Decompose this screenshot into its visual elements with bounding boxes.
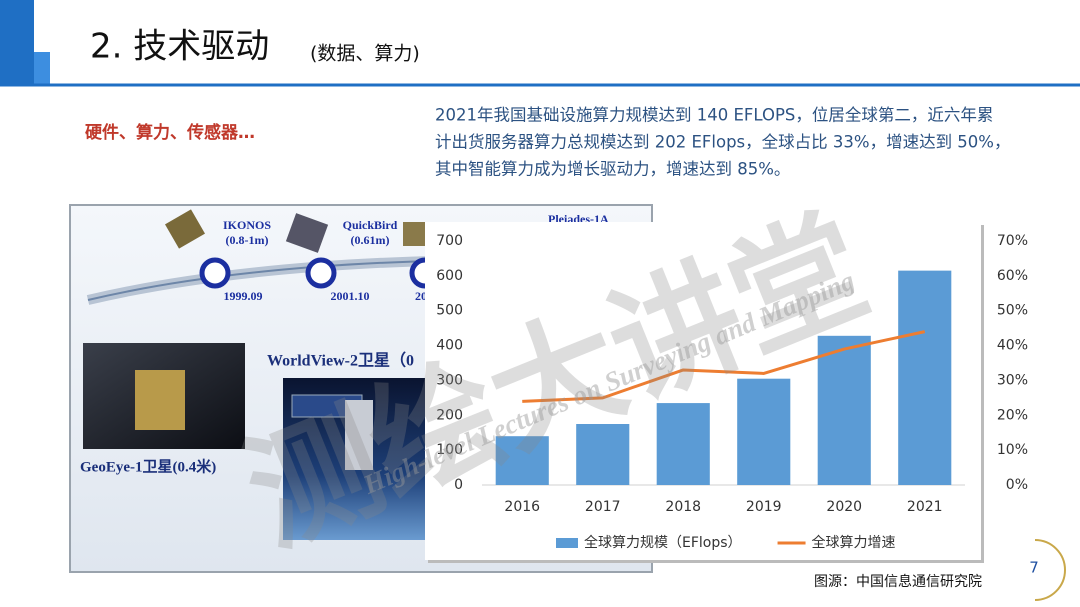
header-accent bbox=[34, 52, 50, 85]
y2-tick-label: 50% bbox=[997, 303, 1028, 319]
satellite-resolution: (0.61m) bbox=[351, 233, 390, 247]
timeline-date: 1999.09 bbox=[224, 289, 263, 303]
legend-label: 全球算力增速 bbox=[812, 534, 896, 551]
y2-tick-label: 30% bbox=[997, 372, 1028, 388]
y2-tick-label: 10% bbox=[997, 442, 1028, 458]
y2-tick-label: 60% bbox=[997, 268, 1028, 284]
description-line: 计出货服务器算力总规模达到 202 EFlops，全球占比 33%，增速达到 5… bbox=[435, 133, 1011, 152]
description-line: 其中智能算力成为增长驱动力，增速达到 85%。 bbox=[435, 160, 790, 179]
keywords: 硬件、算力、传感器… bbox=[85, 122, 255, 143]
legend-label: 全球算力规模（EFlops） bbox=[584, 534, 742, 551]
bar bbox=[898, 270, 952, 485]
slide-title: 2. 技术驱动 bbox=[90, 27, 269, 67]
y2-tick-label: 20% bbox=[997, 407, 1028, 423]
page-arc bbox=[1034, 539, 1066, 601]
satellite-body bbox=[135, 370, 185, 430]
chart-panel bbox=[425, 222, 981, 560]
header-bar bbox=[0, 0, 34, 85]
satellite-name: QuickBird bbox=[343, 218, 398, 232]
y-tick-label: 0 bbox=[454, 477, 463, 493]
y-tick-label: 300 bbox=[436, 372, 463, 388]
satellite-body bbox=[345, 400, 373, 470]
image-caption: GeoEye-1卫星(0.4米) bbox=[80, 457, 216, 475]
satellite-icon bbox=[165, 209, 205, 249]
y-tick-label: 700 bbox=[436, 233, 463, 249]
x-tick-label: 2021 bbox=[907, 499, 943, 515]
y-tick-label: 200 bbox=[436, 407, 463, 423]
image-caption: WorldView-2卫星（0 bbox=[267, 352, 414, 370]
satellite-icon bbox=[403, 222, 425, 246]
bar bbox=[737, 378, 791, 485]
legend-swatch bbox=[556, 538, 578, 548]
timeline-node bbox=[305, 257, 337, 289]
timeline-date: 20 bbox=[415, 289, 427, 303]
x-tick-label: 2019 bbox=[746, 499, 782, 515]
bar bbox=[656, 403, 710, 485]
satellite-name: IKONOS bbox=[223, 218, 271, 232]
timeline-node bbox=[199, 257, 231, 289]
y-tick-label: 100 bbox=[436, 442, 463, 458]
source: 图源：中国信息通信研究院 bbox=[814, 573, 982, 590]
x-tick-label: 2020 bbox=[826, 499, 862, 515]
bar bbox=[495, 436, 549, 485]
y-tick-label: 600 bbox=[436, 268, 463, 284]
timeline-date: 2001.10 bbox=[331, 289, 370, 303]
chart: 0 100 200 300 400 500 600 700 0% 10% 20% 30% 40% 50% 6… bbox=[436, 233, 1028, 551]
page-number: 7 bbox=[1029, 559, 1039, 577]
slide-subtitle: (数据、算力) bbox=[310, 43, 420, 65]
line bbox=[522, 330, 926, 403]
satellite-resolution: (0.8-1m) bbox=[226, 233, 269, 247]
x-tick-label: 2016 bbox=[504, 499, 540, 515]
satellite-icon bbox=[285, 213, 329, 253]
y2-tick-label: 70% bbox=[997, 233, 1028, 249]
y-tick-label: 400 bbox=[436, 338, 463, 354]
x-tick-label: 2018 bbox=[665, 499, 701, 515]
y2-tick-label: 0% bbox=[1006, 477, 1028, 493]
y2-tick-label: 40% bbox=[997, 338, 1028, 354]
y-tick-label: 500 bbox=[436, 303, 463, 319]
description-line: 2021年我国基础设施算力规模达到 140 EFLOPS，位居全球第二，近六年累 bbox=[435, 106, 993, 125]
x-tick-label: 2017 bbox=[585, 499, 621, 515]
bar bbox=[817, 335, 871, 485]
bar bbox=[576, 424, 630, 485]
